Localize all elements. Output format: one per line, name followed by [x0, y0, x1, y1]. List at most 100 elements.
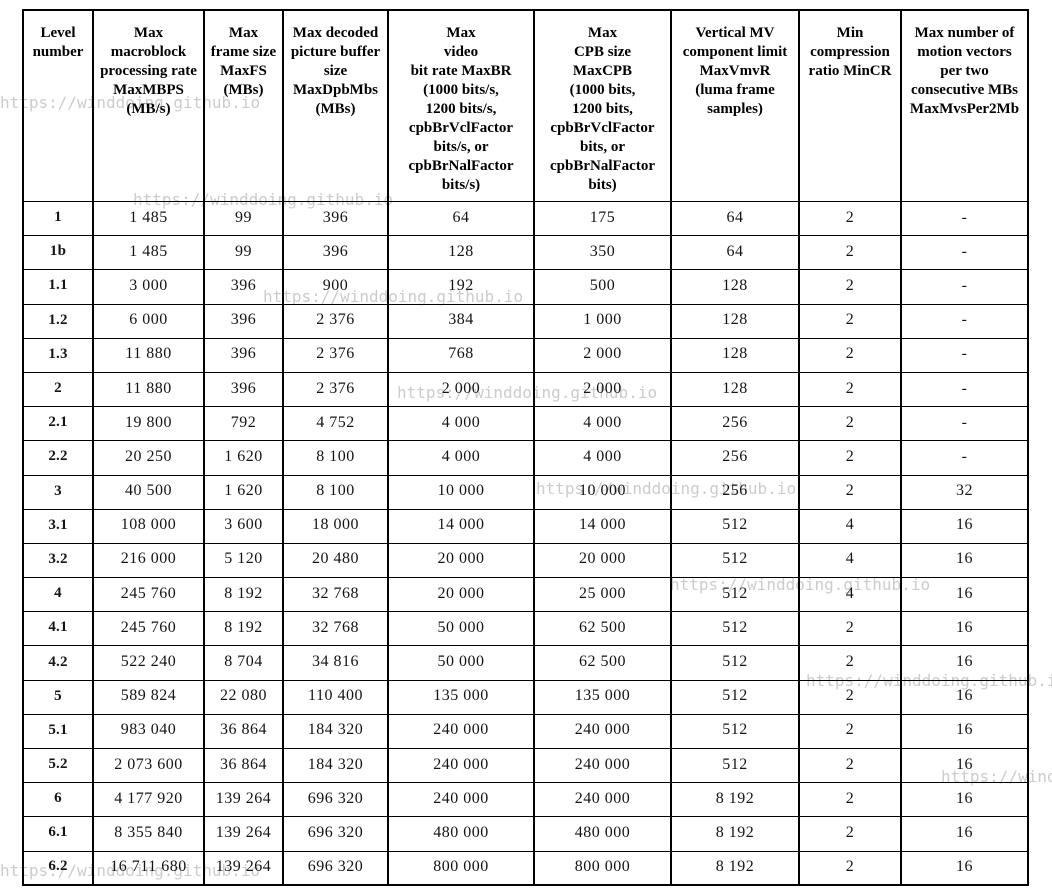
table-row: 2.2 20 250 1 620 8 100 4 000 4 000 256 2- — [22, 440, 1029, 476]
table-row: 3.2 216 000 5 120 20 480 20 000 20 000 512 4 16 — [22, 542, 1029, 579]
cell-maxmbps: 245 760 — [92, 611, 205, 647]
cell-level: 2.1 — [22, 406, 94, 442]
cell-maxdpbmbs: 2 376 — [282, 337, 389, 373]
cell-maxcpb: 14 000 — [533, 508, 672, 544]
cell-level: 3.2 — [22, 542, 94, 579]
table-row: 2.1 19 800 792 4 752 4 000 4 000 256 2- — [22, 406, 1029, 442]
cell-maxvmvr: 256 — [670, 440, 800, 476]
table-row: 1.2 6 000 396 2 376 384 1 000 128 2- — [22, 303, 1029, 339]
cell-level: 6 — [22, 782, 94, 818]
cell-maxvmvr: 8 192 — [670, 782, 800, 818]
cell-maxmbps: 522 240 — [92, 645, 205, 681]
cell-level: 1b — [22, 235, 94, 271]
cell-maxbr: 480 000 — [387, 816, 535, 852]
column-header-maxmvsper2mb: Max number of motion vectors per two con… — [900, 9, 1029, 202]
cell-maxmbps: 983 040 — [92, 713, 205, 750]
cell-maxdpbmbs: 184 320 — [282, 747, 389, 784]
cell-mincr: 2 — [798, 474, 902, 510]
cell-maxmvsper2mb: 16 — [900, 508, 1029, 544]
cell-maxmvsper2mb: 16 — [900, 713, 1029, 750]
cell-mincr: 2 — [798, 303, 902, 339]
cell-maxvmvr: 128 — [670, 337, 800, 373]
cell-maxdpbmbs: 900 — [282, 269, 389, 305]
cell-maxmbps: 3 000 — [92, 269, 205, 305]
cell-mincr: 2 — [798, 406, 902, 442]
cell-maxfs: 1 620 — [203, 474, 284, 510]
cell-mincr: 2 — [798, 679, 902, 715]
cell-maxfs: 396 — [203, 303, 284, 339]
table-row: 4 245 760 8 192 32 768 20 000 25 000 512 4 16 — [22, 577, 1029, 613]
table-row: 5 589 824 22 080 110 400 135 000 135 000 512 2 1… — [22, 679, 1029, 715]
table-row: 4.1 245 760 8 192 32 768 50 000 62 500 512 2 16 — [22, 611, 1029, 647]
cell-maxcpb: 480 000 — [533, 816, 672, 852]
cell-maxbr: 14 000 — [387, 508, 535, 544]
cell-maxvmvr: 256 — [670, 406, 800, 442]
cell-maxcpb: 800 000 — [533, 850, 672, 886]
cell-maxdpbmbs: 20 480 — [282, 542, 389, 579]
cell-maxcpb: 62 500 — [533, 645, 672, 681]
column-header-maxdpbmbs: Max decoded picture buffer size MaxDpbMb… — [282, 9, 389, 202]
cell-level: 4.1 — [22, 611, 94, 647]
cell-maxdpbmbs: 8 100 — [282, 474, 389, 510]
cell-maxbr: 20 000 — [387, 542, 535, 579]
cell-maxdpbmbs: 4 752 — [282, 406, 389, 442]
cell-maxvmvr: 512 — [670, 679, 800, 715]
cell-maxdpbmbs: 8 100 — [282, 440, 389, 476]
cell-maxfs: 8 704 — [203, 645, 284, 681]
cell-maxbr: 240 000 — [387, 782, 535, 818]
header-row: Level number Max macroblock processing ra… — [22, 9, 1029, 202]
cell-maxfs: 8 192 — [203, 577, 284, 613]
cell-maxcpb: 240 000 — [533, 782, 672, 818]
h264-levels-table: Level number Max macroblock processing ra… — [22, 9, 1029, 887]
column-header-mincr: Min compression ratio MinCR — [798, 9, 902, 202]
table-row: 3 40 500 1 620 8 100 10 000 10 000 256 2 32 — [22, 474, 1029, 510]
column-header-level: Level number — [22, 9, 94, 202]
table-row: 1.3 11 880 396 2 376 768 2 000 128 2- — [22, 337, 1029, 373]
cell-maxmbps: 4 177 920 — [92, 782, 205, 818]
cell-maxdpbmbs: 34 816 — [282, 645, 389, 681]
cell-maxvmvr: 512 — [670, 611, 800, 647]
cell-maxfs: 1 620 — [203, 440, 284, 476]
cell-level: 2.2 — [22, 440, 94, 476]
cell-maxmvsper2mb: - — [900, 303, 1029, 339]
cell-maxmvsper2mb: - — [900, 406, 1029, 442]
cell-maxbr: 4 000 — [387, 406, 535, 442]
cell-maxvmvr: 512 — [670, 508, 800, 544]
cell-maxmvsper2mb: 16 — [900, 577, 1029, 613]
cell-maxdpbmbs: 696 320 — [282, 782, 389, 818]
cell-maxmvsper2mb: 16 — [900, 542, 1029, 579]
cell-maxcpb: 2 000 — [533, 337, 672, 373]
cell-maxmbps: 245 760 — [92, 577, 205, 613]
cell-maxdpbmbs: 396 — [282, 235, 389, 271]
cell-maxfs: 792 — [203, 406, 284, 442]
cell-maxmvsper2mb: 16 — [900, 782, 1029, 818]
cell-level: 1 — [22, 200, 94, 237]
cell-maxdpbmbs: 18 000 — [282, 508, 389, 544]
cell-mincr: 2 — [798, 371, 902, 408]
cell-level: 4.2 — [22, 645, 94, 681]
cell-maxdpbmbs: 32 768 — [282, 577, 389, 613]
cell-maxmvsper2mb: - — [900, 269, 1029, 305]
cell-maxbr: 768 — [387, 337, 535, 373]
cell-maxmvsper2mb: - — [900, 200, 1029, 237]
cell-maxfs: 139 264 — [203, 816, 284, 852]
cell-maxvmvr: 128 — [670, 371, 800, 408]
table-row: 4.2 522 240 8 704 34 816 50 000 62 500 512 2 16 — [22, 645, 1029, 681]
cell-maxmbps: 8 355 840 — [92, 816, 205, 852]
cell-maxvmvr: 512 — [670, 542, 800, 579]
cell-maxvmvr: 64 — [670, 235, 800, 271]
cell-maxbr: 20 000 — [387, 577, 535, 613]
cell-maxcpb: 2 000 — [533, 371, 672, 408]
cell-maxmvsper2mb: 16 — [900, 747, 1029, 784]
cell-maxcpb: 10 000 — [533, 474, 672, 510]
cell-maxmvsper2mb: 16 — [900, 645, 1029, 681]
table-header: Level number Max macroblock processing ra… — [22, 9, 1029, 202]
cell-maxbr: 2 000 — [387, 371, 535, 408]
cell-maxvmvr: 512 — [670, 645, 800, 681]
cell-maxvmvr: 8 192 — [670, 850, 800, 886]
cell-maxfs: 36 864 — [203, 747, 284, 784]
table-row: 2 11 880 396 2 376 2 000 2 000 128 2- — [22, 371, 1029, 408]
cell-maxmvsper2mb: 16 — [900, 611, 1029, 647]
table-row: 3.1 108 000 3 600 18 000 14 000 14 000 512 4 16 — [22, 508, 1029, 544]
